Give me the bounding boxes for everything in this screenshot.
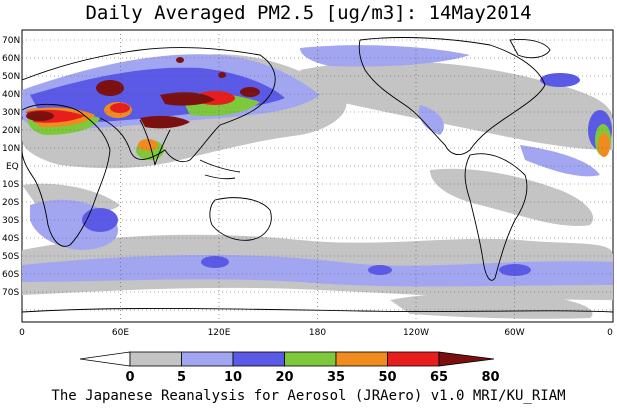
latitude-labels: 70N 60N 50N 40N 30N 20N 10N EQ 10S 20S 3… xyxy=(2,36,20,298)
lat-label: 60N xyxy=(2,54,20,64)
pm25-field xyxy=(22,30,613,322)
colorbar-segment xyxy=(232,351,285,367)
colorbar-segment xyxy=(335,351,388,367)
lon-label: 0 xyxy=(19,328,25,338)
lat-label: 10N xyxy=(2,144,20,154)
lat-label: 10S xyxy=(2,180,19,190)
lat-label: 40S xyxy=(2,234,19,244)
lat-label: 60S xyxy=(2,270,19,280)
lat-label: 70S xyxy=(2,288,19,298)
lat-label: 30S xyxy=(2,216,19,226)
longitude-labels: 0 60E 120E 180 120W 60W 0 xyxy=(19,328,613,338)
colorbar-arrow-high xyxy=(438,351,495,367)
lon-label: 0 xyxy=(607,328,613,338)
lat-label: 50S xyxy=(2,252,19,262)
colorbar-tick-label: 0 xyxy=(125,370,134,385)
colorbar: 0 5 10 20 35 50 65 80 xyxy=(79,351,500,385)
lon-label: 120W xyxy=(403,328,429,338)
lat-label: 70N xyxy=(2,36,20,46)
colorbar-tick-label: 20 xyxy=(275,370,293,385)
lon-label: 60E xyxy=(112,328,129,338)
lat-label: EQ xyxy=(6,162,19,172)
lon-label: 60W xyxy=(504,328,524,338)
lat-label: 20S xyxy=(2,198,19,208)
colorbar-tick-label: 50 xyxy=(378,370,396,385)
colorbar-tick-label: 35 xyxy=(327,370,345,385)
colorbar-segment xyxy=(284,351,337,367)
footer-credit: The Japanese Reanalysis for Aerosol (JRA… xyxy=(51,388,566,404)
colorbar-tick-label: 65 xyxy=(430,370,448,385)
colorbar-tick-label: 5 xyxy=(177,370,186,385)
lat-label: 50N xyxy=(2,72,20,82)
map-title: Daily Averaged PM2.5 [ug/m3]: 14May2014 xyxy=(85,2,532,24)
colorbar-tick-label: 80 xyxy=(481,370,499,385)
lon-label: 120E xyxy=(208,328,231,338)
lat-label: 20N xyxy=(2,126,20,136)
colorbar-arrow-low xyxy=(79,351,131,367)
colorbar-segment xyxy=(129,351,182,367)
lat-label: 40N xyxy=(2,90,20,100)
colorbar-segment xyxy=(181,351,234,367)
colorbar-tick-label: 10 xyxy=(224,370,242,385)
lon-label: 180 xyxy=(309,328,326,338)
lat-label: 30N xyxy=(2,108,20,118)
colorbar-segment xyxy=(387,351,440,367)
